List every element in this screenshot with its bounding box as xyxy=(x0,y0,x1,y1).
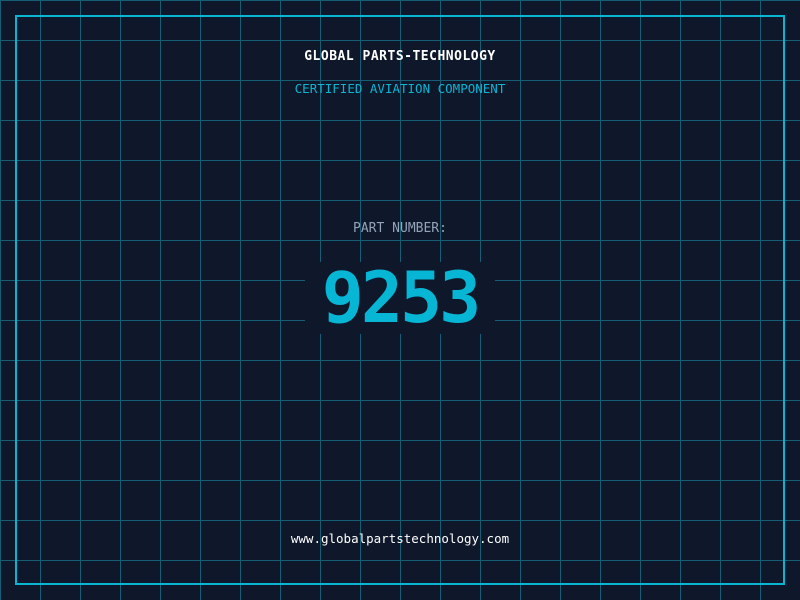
certification-subtitle: CERTIFIED AVIATION COMPONENT xyxy=(294,81,506,96)
card-border xyxy=(15,15,785,585)
part-number-backdrop xyxy=(305,262,495,334)
part-number-value: 9253 xyxy=(321,257,482,339)
website-url: www.globalpartstechnology.com xyxy=(290,531,510,546)
company-title: GLOBAL PARTS-TECHNOLOGY xyxy=(304,49,496,64)
part-number-label: PART NUMBER: xyxy=(353,221,447,236)
